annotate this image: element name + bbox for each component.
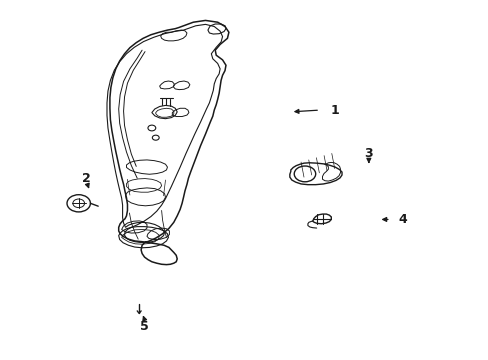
Text: 2: 2: [81, 172, 90, 185]
Text: 5: 5: [140, 320, 149, 333]
Text: 3: 3: [364, 147, 372, 159]
Text: 4: 4: [398, 213, 407, 226]
Text: 1: 1: [330, 104, 338, 117]
